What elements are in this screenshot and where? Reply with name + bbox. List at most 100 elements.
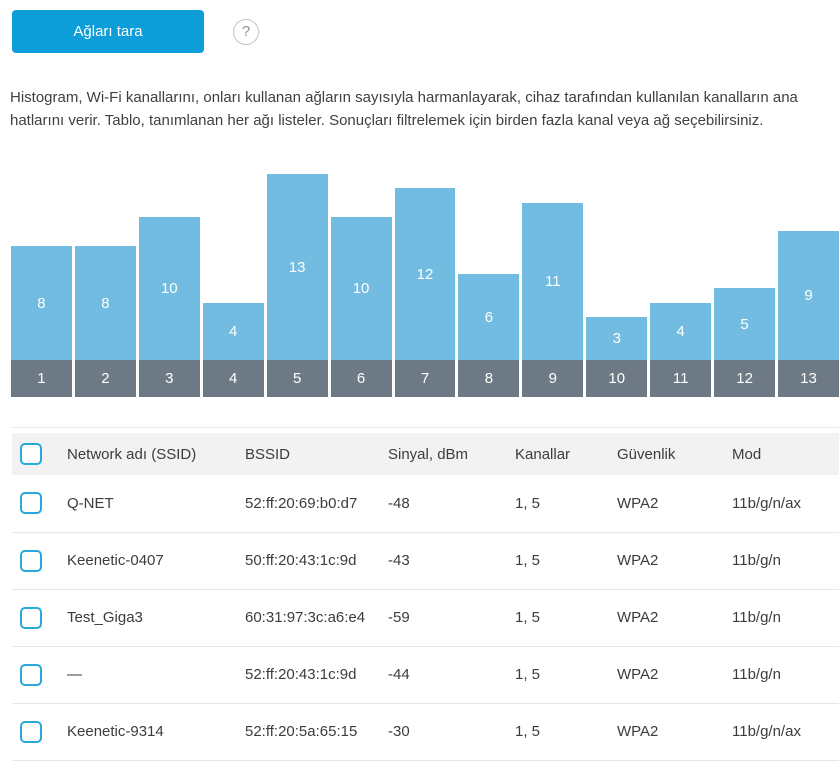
channel-number-label: 2 xyxy=(74,360,136,397)
channels-cell: 1, 5 xyxy=(515,609,541,626)
column-header-ssid: Network adı (SSID) xyxy=(67,445,197,463)
histogram-channel-12[interactable]: 5 12 xyxy=(714,288,776,397)
signal-cell: -48 xyxy=(388,494,410,512)
bar-value-label: 4 xyxy=(676,323,685,340)
histogram-channel-11[interactable]: 4 11 xyxy=(650,303,712,397)
signal-cell: -43 xyxy=(388,552,410,569)
mode-cell: 11b/g/n/ax xyxy=(732,723,801,740)
channel-number-label: 3 xyxy=(138,360,200,397)
table-row: Keenetic-0407 50:ff:20:43:1c:9d -43 1, 5… xyxy=(12,532,839,589)
histogram-bar: 8 xyxy=(74,246,136,360)
histogram-channel-6[interactable]: 10 6 xyxy=(330,217,392,397)
bar-value-label: 10 xyxy=(352,280,370,297)
ssid-cell: — xyxy=(67,666,82,683)
table-row: Q-NET 52:ff:20:69:b0:d7 -48 1, 5 WPA2 11… xyxy=(12,475,839,532)
help-icon[interactable]: ? xyxy=(233,18,259,45)
signal-cell: -30 xyxy=(388,723,410,740)
bar-value-label: 3 xyxy=(612,330,621,347)
histogram-channel-4[interactable]: 4 4 xyxy=(202,303,264,397)
mode-cell: 11b/g/n xyxy=(732,552,781,569)
security-cell: WPA2 xyxy=(617,666,659,683)
signal-cell: -59 xyxy=(388,609,410,626)
row-checkbox[interactable] xyxy=(20,492,42,515)
channel-number-label: 12 xyxy=(714,360,776,397)
mode-cell: 11b/g/n xyxy=(732,666,781,683)
row-checkbox[interactable] xyxy=(20,549,42,572)
networks-table: Network adı (SSID) BSSID Sinyal, dBm Kan… xyxy=(12,433,839,761)
histogram-bar: 12 xyxy=(394,188,456,360)
histogram-bar: 10 xyxy=(330,217,392,360)
bar-value-label: 8 xyxy=(37,294,46,312)
channels-cell: 1, 5 xyxy=(515,723,541,740)
bar-value-label: 10 xyxy=(160,280,178,297)
column-header-channels: Kanallar xyxy=(515,445,571,463)
histogram-channel-1[interactable]: 8 1 xyxy=(11,246,72,397)
histogram-bar: 11 xyxy=(522,203,584,360)
bar-value-label: 4 xyxy=(229,323,238,340)
channel-number-label: 11 xyxy=(650,360,712,397)
channels-cell: 1, 5 xyxy=(515,552,541,569)
histogram-channel-7[interactable]: 12 7 xyxy=(394,188,456,397)
ssid-cell: Keenetic-9314 xyxy=(67,723,164,740)
histogram-channel-13[interactable]: 9 13 xyxy=(778,231,839,397)
table-row: Test_Giga3 60:31:97:3c:a6:e4 -59 1, 5 WP… xyxy=(12,589,839,646)
channel-number-label: 8 xyxy=(458,360,520,397)
ssid-cell: Q-NET xyxy=(67,494,114,512)
histogram-bar: 3 xyxy=(586,317,648,360)
scan-networks-button[interactable]: Ağları tara xyxy=(12,10,204,53)
mode-cell: 11b/g/n/ax xyxy=(732,494,801,512)
channel-number-label: 7 xyxy=(394,360,456,397)
bar-value-label: 13 xyxy=(288,258,306,276)
column-header-bssid: BSSID xyxy=(245,445,291,463)
bssid-cell: 52:ff:20:43:1c:9d xyxy=(245,666,357,683)
security-cell: WPA2 xyxy=(617,723,659,740)
histogram-channel-9[interactable]: 11 9 xyxy=(522,203,584,397)
security-cell: WPA2 xyxy=(617,494,659,512)
mode-cell: 11b/g/n xyxy=(732,609,781,626)
bar-value-label: 8 xyxy=(101,294,110,312)
channel-number-label: 6 xyxy=(330,360,392,397)
channel-number-label: 9 xyxy=(522,360,584,397)
security-cell: WPA2 xyxy=(617,609,659,626)
histogram-channel-10[interactable]: 3 10 xyxy=(586,317,648,397)
channel-number-label: 13 xyxy=(778,360,839,397)
bar-value-label: 5 xyxy=(740,315,749,333)
row-checkbox[interactable] xyxy=(20,720,42,743)
table-header-row: Network adı (SSID) BSSID Sinyal, dBm Kan… xyxy=(12,433,839,475)
bar-value-label: 9 xyxy=(804,287,813,304)
histogram-bar: 10 xyxy=(138,217,200,360)
toolbar: Ağları tara ? xyxy=(12,10,839,53)
signal-cell: -44 xyxy=(388,666,410,683)
table-row: — 52:ff:20:43:1c:9d -44 1, 5 WPA2 11b/g/… xyxy=(12,646,839,703)
ssid-cell: Keenetic-0407 xyxy=(67,552,164,569)
table-top-divider xyxy=(12,427,839,428)
row-checkbox[interactable] xyxy=(20,606,42,629)
bar-value-label: 6 xyxy=(484,308,494,326)
select-all-checkbox[interactable] xyxy=(20,443,42,465)
channel-number-label: 10 xyxy=(586,360,648,397)
bssid-cell: 50:ff:20:43:1c:9d xyxy=(245,552,357,569)
row-checkbox[interactable] xyxy=(20,663,42,686)
histogram-channel-5[interactable]: 13 5 xyxy=(266,174,328,397)
bssid-cell: 60:31:97:3c:a6:e4 xyxy=(245,609,366,626)
channel-number-label: 1 xyxy=(11,360,72,397)
histogram-bar: 9 xyxy=(778,231,839,360)
histogram-bar: 5 xyxy=(714,288,776,360)
column-header-security: Güvenlik xyxy=(617,445,676,463)
table-row: Keenetic-9314 52:ff:20:5a:65:15 -30 1, 5… xyxy=(12,703,839,760)
histogram-bar: 4 xyxy=(202,303,264,360)
column-header-signal: Sinyal, dBm xyxy=(388,445,469,463)
histogram-bar: 13 xyxy=(266,174,328,360)
histogram-channel-8[interactable]: 6 8 xyxy=(458,274,520,397)
histogram-channel-2[interactable]: 8 2 xyxy=(74,246,136,397)
histogram-bar: 4 xyxy=(650,303,712,360)
channel-histogram: 8 1 8 2 10 3 4 4 13 5 10 6 12 xyxy=(11,174,839,397)
bssid-cell: 52:ff:20:5a:65:15 xyxy=(245,723,358,740)
security-cell: WPA2 xyxy=(617,552,659,569)
channels-cell: 1, 5 xyxy=(515,666,541,683)
histogram-bar: 6 xyxy=(458,274,520,360)
ssid-cell: Test_Giga3 xyxy=(67,609,143,626)
histogram-channel-3[interactable]: 10 3 xyxy=(138,217,200,397)
bar-value-label: 12 xyxy=(416,265,434,283)
bar-value-label: 11 xyxy=(545,273,561,290)
